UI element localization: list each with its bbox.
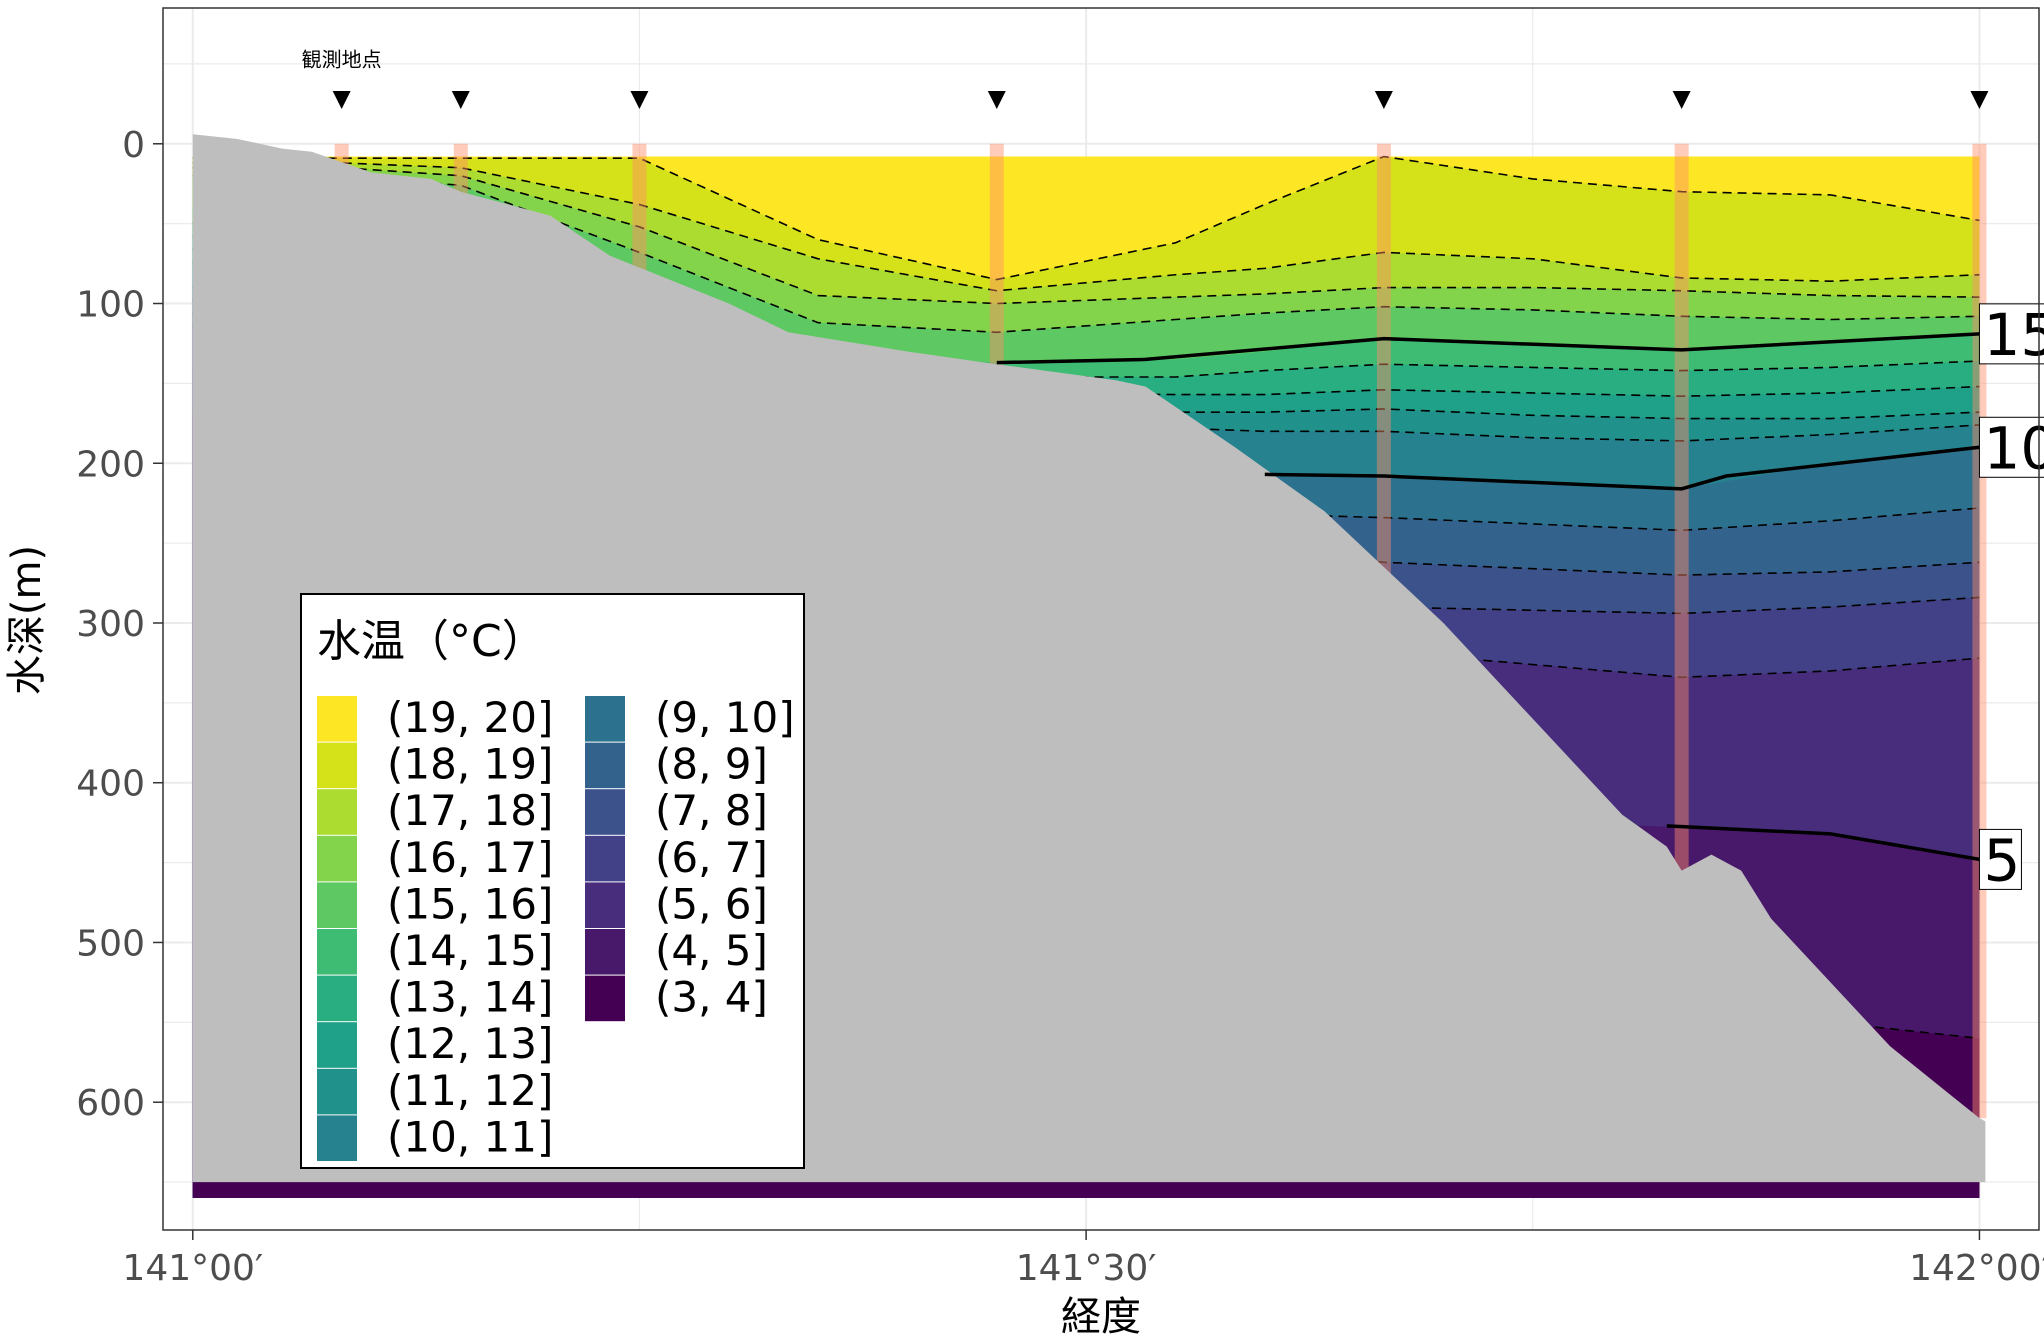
x-tick-label: 141°30′: [1016, 1248, 1157, 1289]
legend-swatch: [585, 789, 625, 835]
legend-label: (14, 15]: [387, 926, 553, 975]
isotherm-label-box: [1978, 416, 2044, 478]
x-axis-ticks: 141°00′ 141°30′ 142°00′: [122, 1230, 2044, 1289]
station-marker: [332, 91, 351, 110]
legend-swatch: [317, 975, 357, 1022]
isotherm-dashed: [192, 162, 1980, 292]
legend-label: (15, 16]: [387, 879, 553, 928]
legend-swatch: [317, 789, 357, 835]
legend-label: (6, 7]: [655, 833, 768, 882]
isotherm-label-box: [1978, 303, 2044, 365]
legend-swatch: [317, 742, 357, 789]
legend-title: 水温（°C）: [317, 616, 546, 667]
legend-swatch: [317, 1022, 357, 1068]
isotherm-solid: [1666, 824, 1980, 862]
y-axis-title: 水深(m): [4, 545, 50, 695]
x-tick-label: 141°00′: [122, 1248, 263, 1289]
station-marker: [630, 91, 649, 110]
station-profile-bar: [1972, 143, 1987, 1119]
legend-label: (5, 6]: [655, 879, 768, 928]
legend-swatch: [317, 1115, 357, 1161]
legend-swatch: [585, 975, 625, 1022]
isotherm-solid: [996, 332, 1980, 365]
legend-swatch: [585, 696, 625, 742]
legend-swatch: [585, 835, 625, 882]
station-marker: [1672, 91, 1691, 110]
plot-panel-border: [162, 7, 2040, 1231]
legend: 水温（°C）(19, 20](18, 19](17, 18](16, 17](1…: [300, 593, 805, 1169]
labeled-isotherms: 15 10 5: [996, 301, 2044, 894]
y-tick-label: 500: [76, 923, 145, 964]
y-tick-label: 400: [76, 764, 145, 805]
legend-label: (19, 20]: [387, 693, 553, 742]
y-tick-label: 0: [122, 125, 145, 166]
y-axis-ticks: 0 100 200 300 400 500 600: [76, 125, 163, 1124]
legend-label: (7, 8]: [655, 786, 768, 835]
y-tick-label: 100: [76, 285, 145, 326]
isotherm-dashed: [192, 155, 1980, 281]
x-tick-label: 142°00′: [1909, 1248, 2044, 1289]
legend-label: (13, 14]: [387, 973, 553, 1022]
isotherm-label: 15: [1983, 301, 2044, 369]
isotherm-label: 10: [1983, 414, 2044, 482]
legend-label: (16, 17]: [387, 833, 553, 882]
legend-swatch: [317, 929, 357, 975]
y-tick-label: 600: [76, 1083, 145, 1124]
legend-swatch: [585, 882, 625, 928]
station-marker: [1970, 91, 1989, 110]
legend-swatch: [317, 882, 357, 928]
legend-box: [300, 593, 805, 1169]
isotherm-dashed: [192, 222, 1980, 378]
station-marker: [1374, 91, 1393, 110]
legend-swatch: [317, 696, 357, 742]
station-markers: 観測地点: [302, 48, 1989, 110]
isotherm-dashed: [192, 174, 1980, 334]
y-tick-label: 300: [76, 604, 145, 645]
legend-label: (12, 13]: [387, 1019, 553, 1068]
legend-label: (10, 11]: [387, 1112, 553, 1161]
isotherm-dashed: [192, 235, 1980, 397]
legend-swatch: [585, 929, 625, 975]
station-marker: [451, 91, 470, 110]
legend-label: (11, 12]: [387, 1066, 553, 1115]
station-label: 観測地点: [302, 48, 382, 72]
isotherm-label-box: [1978, 828, 2022, 890]
isotherm-solid: [1264, 445, 1980, 491]
legend-label: (18, 19]: [387, 740, 553, 789]
legend-swatch: [317, 835, 357, 882]
x-axis-title: 経度: [1061, 1294, 1141, 1338]
legend-swatch: [585, 742, 625, 789]
isotherm-label: 5: [1983, 826, 2020, 894]
station-marker: [987, 91, 1006, 110]
legend-label: (3, 4]: [655, 973, 768, 1022]
legend-label: (8, 9]: [655, 740, 768, 789]
legend-label: (9, 10]: [655, 693, 795, 742]
legend-label: (4, 5]: [655, 926, 768, 975]
legend-swatch: [317, 1068, 357, 1115]
y-tick-label: 200: [76, 444, 145, 485]
legend-label: (17, 18]: [387, 786, 553, 835]
